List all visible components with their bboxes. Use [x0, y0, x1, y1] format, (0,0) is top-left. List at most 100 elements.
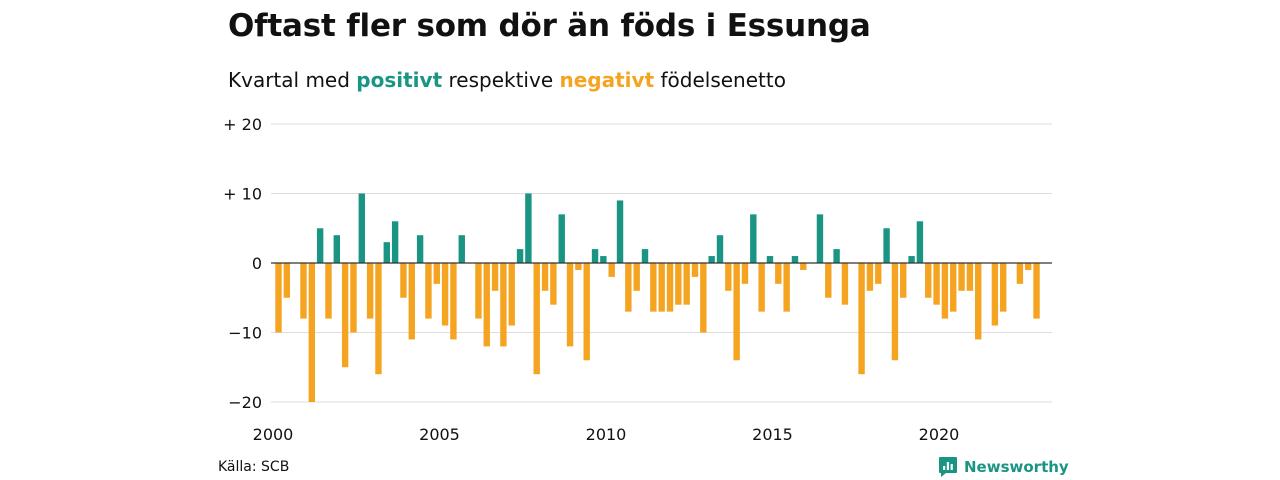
- bar: [475, 263, 482, 319]
- bar: [625, 263, 632, 312]
- bar: [875, 263, 882, 284]
- bar: [841, 263, 849, 305]
- bar: [766, 256, 774, 263]
- y-tick-label: 0: [252, 254, 262, 273]
- bar: [500, 263, 507, 347]
- bar: [516, 249, 524, 263]
- bar: [575, 263, 582, 270]
- bar: [1025, 263, 1032, 270]
- bar: [525, 193, 532, 263]
- bar: [458, 235, 465, 263]
- bar: [900, 263, 907, 298]
- bar: [733, 263, 740, 361]
- bar: [750, 214, 757, 263]
- chart-subtitle: Kvartal med positivt respektive negativt…: [228, 68, 786, 92]
- bar: [600, 256, 607, 263]
- bar: [833, 249, 840, 263]
- x-tick-label: 2015: [752, 425, 793, 444]
- bar: [966, 263, 974, 291]
- bar: [375, 263, 382, 375]
- bar: [300, 263, 307, 319]
- bar: [950, 263, 957, 312]
- bar: [858, 263, 865, 375]
- bar: [425, 263, 432, 319]
- bar: [816, 214, 824, 263]
- bar: [408, 263, 415, 340]
- bar: [308, 263, 316, 402]
- newsworthy-icon: [939, 457, 957, 477]
- y-tick-label: −10: [228, 324, 262, 343]
- bar: [383, 242, 390, 263]
- x-tick-label: 2010: [586, 425, 627, 444]
- bar: [908, 256, 915, 263]
- bar: [541, 263, 549, 291]
- y-tick-label: + 10: [223, 185, 262, 204]
- bar: [441, 263, 449, 326]
- bar: [675, 263, 682, 305]
- bar: [683, 263, 690, 305]
- chart-title: Oftast fler som dör än föds i Essunga: [228, 8, 871, 44]
- bar: [783, 263, 790, 312]
- bar: [358, 193, 365, 263]
- bar: [958, 263, 965, 291]
- bar: [666, 263, 674, 312]
- bar: [916, 221, 924, 263]
- bar: [991, 263, 999, 326]
- bar: [350, 263, 357, 333]
- bar: [941, 263, 949, 319]
- subtitle-suffix: födelsenetto: [660, 68, 786, 92]
- bar: [341, 263, 349, 368]
- brand-logo: Newsworthy: [938, 456, 1069, 478]
- bar: [483, 263, 490, 347]
- bar: [1033, 263, 1040, 319]
- y-tick-label: −20: [228, 393, 262, 412]
- x-tick-label: 2020: [919, 425, 960, 444]
- bar: [275, 263, 282, 333]
- subtitle-prefix: Kvartal med: [228, 68, 350, 92]
- bar: [508, 263, 515, 326]
- bar: [333, 235, 341, 263]
- bar: [558, 214, 565, 263]
- bar: [791, 256, 799, 263]
- bar: [491, 263, 499, 291]
- bar: [1000, 263, 1007, 312]
- bar: [433, 263, 440, 284]
- bar: [891, 263, 899, 361]
- bar: [391, 221, 399, 263]
- bar: [925, 263, 932, 298]
- bar: [591, 249, 599, 263]
- bar: [883, 228, 890, 263]
- bar: [1016, 263, 1024, 284]
- bar: [725, 263, 732, 291]
- bar: [316, 228, 324, 263]
- bar: [800, 263, 807, 270]
- x-tick-label: 2000: [253, 425, 294, 444]
- bar: [283, 263, 291, 298]
- bar: [608, 263, 615, 277]
- bar: [416, 235, 424, 263]
- bar: [616, 200, 624, 263]
- bar: [450, 263, 457, 340]
- bar: [741, 263, 749, 284]
- bar: [633, 263, 640, 291]
- bar: [708, 256, 715, 263]
- bar: [716, 235, 724, 263]
- bar: [650, 263, 657, 312]
- bar: [691, 263, 699, 277]
- subtitle-negative: negativt: [559, 68, 655, 92]
- source-note: Källa: SCB: [218, 459, 290, 475]
- bar: [825, 263, 832, 298]
- bar: [400, 263, 407, 298]
- bar: [583, 263, 590, 361]
- subtitle-positive: positivt: [356, 68, 443, 92]
- x-tick-label: 2005: [419, 425, 460, 444]
- bar: [700, 263, 707, 333]
- bar: [550, 263, 557, 305]
- bar: [366, 263, 374, 319]
- bar: [758, 263, 765, 312]
- bar: [933, 263, 940, 305]
- y-tick-label: + 20: [223, 115, 262, 134]
- bar: [533, 263, 540, 375]
- bar: [566, 263, 574, 347]
